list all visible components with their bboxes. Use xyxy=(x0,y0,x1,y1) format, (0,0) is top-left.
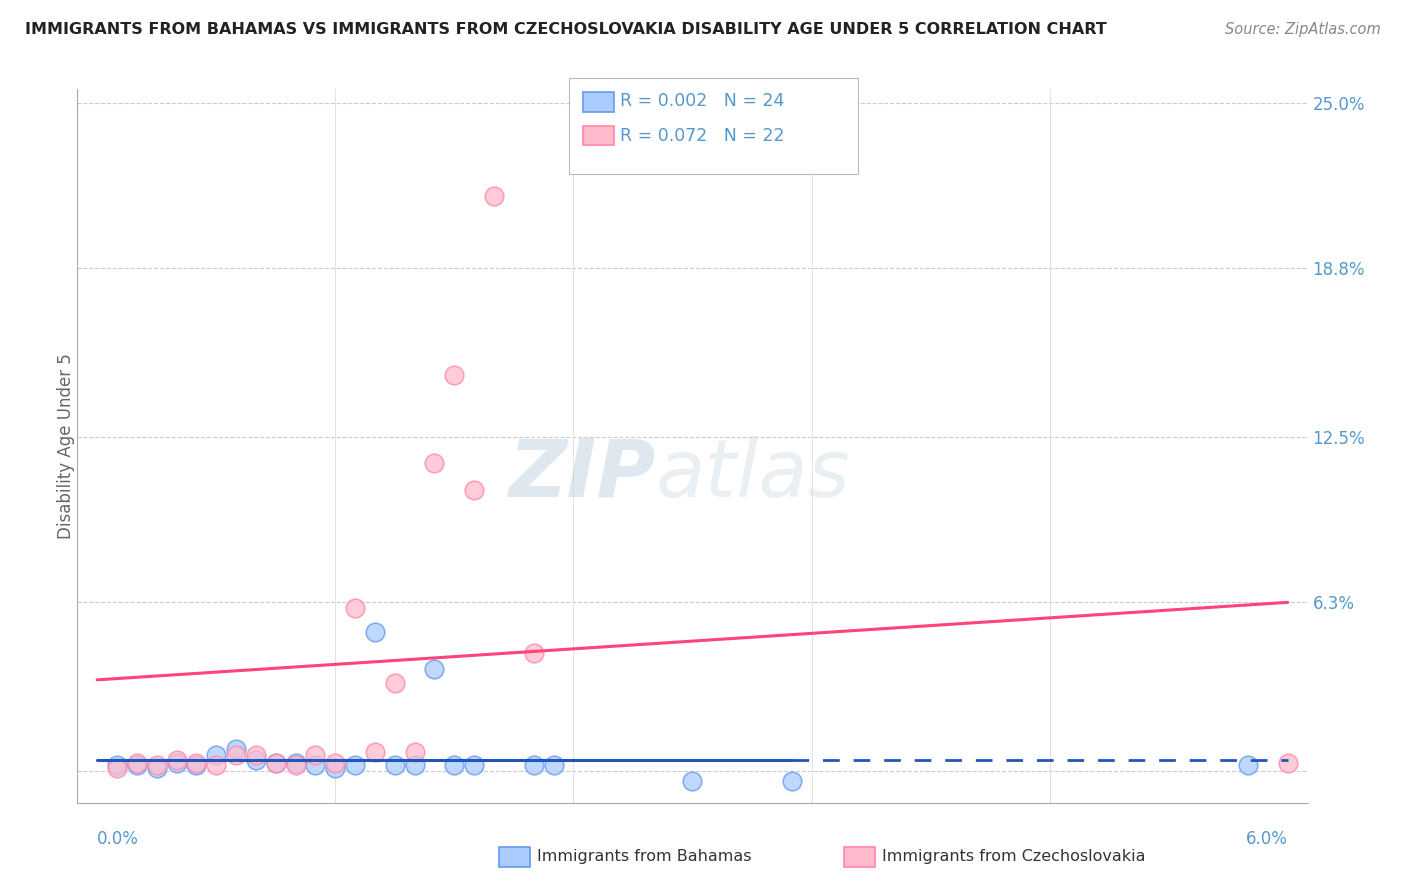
Point xyxy=(105,761,128,775)
Text: Immigrants from Bahamas: Immigrants from Bahamas xyxy=(537,849,752,863)
Point xyxy=(105,758,128,772)
Text: R = 0.072   N = 22: R = 0.072 N = 22 xyxy=(620,127,785,145)
Point xyxy=(523,646,546,660)
Point xyxy=(125,758,148,772)
Point xyxy=(245,753,267,767)
Point xyxy=(304,747,326,762)
Point xyxy=(166,756,188,770)
Y-axis label: Disability Age Under 5: Disability Age Under 5 xyxy=(58,353,75,539)
Point xyxy=(264,756,287,770)
Text: atlas: atlas xyxy=(655,435,851,514)
Point xyxy=(1277,756,1299,770)
Point xyxy=(225,747,247,762)
Point xyxy=(225,742,247,756)
Point xyxy=(543,758,565,772)
Point xyxy=(463,758,485,772)
Point xyxy=(344,758,367,772)
Point xyxy=(423,456,446,470)
Point xyxy=(145,758,167,772)
Point xyxy=(682,774,704,789)
Text: 6.0%: 6.0% xyxy=(1246,830,1288,847)
Point xyxy=(1237,758,1260,772)
Point xyxy=(384,758,406,772)
Text: IMMIGRANTS FROM BAHAMAS VS IMMIGRANTS FROM CZECHOSLOVAKIA DISABILITY AGE UNDER 5: IMMIGRANTS FROM BAHAMAS VS IMMIGRANTS FR… xyxy=(25,22,1107,37)
Point xyxy=(780,774,803,789)
Point xyxy=(186,756,208,770)
Point xyxy=(463,483,485,497)
Point xyxy=(125,756,148,770)
Point xyxy=(404,758,426,772)
Point xyxy=(304,758,326,772)
Point xyxy=(205,747,228,762)
Point xyxy=(404,745,426,759)
Point xyxy=(323,756,346,770)
Point xyxy=(384,675,406,690)
Point xyxy=(264,756,287,770)
Point xyxy=(323,761,346,775)
Text: Immigrants from Czechoslovakia: Immigrants from Czechoslovakia xyxy=(882,849,1144,863)
Text: ZIP: ZIP xyxy=(508,435,655,514)
Point xyxy=(166,753,188,767)
Point xyxy=(523,758,546,772)
Point xyxy=(482,189,505,203)
Point xyxy=(364,624,387,639)
Point xyxy=(364,745,387,759)
Point xyxy=(145,761,167,775)
Point xyxy=(284,758,307,772)
Point xyxy=(186,758,208,772)
Point xyxy=(423,662,446,676)
Text: R = 0.002   N = 24: R = 0.002 N = 24 xyxy=(620,92,785,110)
Point xyxy=(443,368,465,383)
Point xyxy=(344,600,367,615)
Point xyxy=(245,747,267,762)
Text: Source: ZipAtlas.com: Source: ZipAtlas.com xyxy=(1225,22,1381,37)
Point xyxy=(443,758,465,772)
Text: 0.0%: 0.0% xyxy=(97,830,139,847)
Point xyxy=(205,758,228,772)
Point xyxy=(284,756,307,770)
